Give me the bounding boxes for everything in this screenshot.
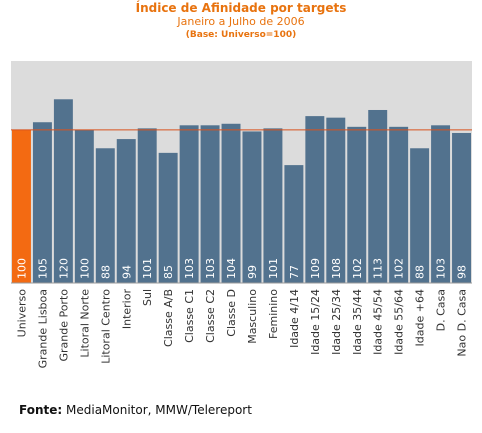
data-label: 85 xyxy=(162,265,175,279)
tick-label: Litoral Centro xyxy=(99,289,112,364)
data-label: 120 xyxy=(57,258,70,279)
tick-label: Classe C1 xyxy=(183,289,196,343)
data-label: 101 xyxy=(267,258,280,279)
tick-label: Idade 15/24 xyxy=(309,289,322,355)
bar xyxy=(32,122,52,284)
bar xyxy=(326,117,346,284)
chart-subtitle: Janeiro a Julho de 2006 xyxy=(177,15,305,28)
data-label: 99 xyxy=(246,265,259,279)
data-label: 108 xyxy=(330,258,343,279)
tick-label: Classe D xyxy=(225,289,238,337)
tick-label: Grande Porto xyxy=(57,289,70,362)
bar xyxy=(74,129,94,283)
bar xyxy=(347,126,367,283)
bar xyxy=(263,128,283,283)
bar xyxy=(12,129,31,283)
bar xyxy=(284,165,304,283)
data-label: 102 xyxy=(393,258,406,279)
tick-label: Feminino xyxy=(267,289,280,339)
data-label: 103 xyxy=(435,258,448,279)
data-label: 88 xyxy=(414,265,427,279)
tick-label: Litoral Norte xyxy=(78,289,91,358)
data-label: 77 xyxy=(288,265,301,279)
tick-label: Grande Lisboa xyxy=(36,289,49,368)
tick-label: Idade +64 xyxy=(414,289,427,346)
source-label: Fonte: xyxy=(19,403,63,417)
tick-label: D. Casa xyxy=(435,289,448,331)
tick-label: Nao D. Casa xyxy=(456,289,469,357)
bar xyxy=(221,123,241,284)
tick-label: Universo xyxy=(15,289,28,338)
data-label: 88 xyxy=(99,265,112,279)
data-label: 98 xyxy=(456,265,469,279)
tick-label: Classe A/B xyxy=(162,289,175,347)
data-label: 100 xyxy=(15,258,28,279)
bar xyxy=(242,131,262,283)
bar xyxy=(179,125,199,283)
data-label: 113 xyxy=(372,258,385,279)
bar xyxy=(116,139,136,283)
tick-label: Idade 55/64 xyxy=(393,289,406,355)
data-label: 105 xyxy=(36,258,49,279)
bar xyxy=(431,125,451,283)
data-label: 102 xyxy=(351,258,364,279)
data-label: 101 xyxy=(141,258,154,279)
bar xyxy=(305,116,325,284)
data-label: 103 xyxy=(183,258,196,279)
data-label: 94 xyxy=(120,265,133,279)
bar xyxy=(53,99,73,283)
source-note: Fonte: MediaMonitor, MMW/Telereport xyxy=(19,403,252,417)
tick-label: Idade 4/14 xyxy=(288,289,301,348)
data-label: 100 xyxy=(78,258,91,279)
bar xyxy=(95,148,115,283)
chart-note: (Base: Universo=100) xyxy=(185,30,297,40)
tick-label: Masculino xyxy=(246,289,259,344)
data-label: 104 xyxy=(225,258,238,279)
tick-label: Idade 35/44 xyxy=(351,289,364,355)
data-label: 103 xyxy=(204,258,217,279)
bar xyxy=(389,126,409,283)
tick-label: Interior xyxy=(120,289,133,330)
bar xyxy=(410,148,430,283)
bar xyxy=(158,152,178,283)
bar xyxy=(452,132,471,283)
tick-label: Classe C2 xyxy=(204,289,217,343)
tick-label: Sul xyxy=(141,289,154,306)
data-label: 109 xyxy=(309,258,322,279)
source-text: MediaMonitor, MMW/Telereport xyxy=(66,403,252,417)
chart-title: Índice de Afinidade por targets xyxy=(135,1,347,15)
tick-label: Idade 45/54 xyxy=(372,289,385,355)
bar xyxy=(368,109,388,284)
bar xyxy=(137,128,157,283)
tick-label: Idade 25/34 xyxy=(330,289,343,355)
bar xyxy=(200,125,220,283)
